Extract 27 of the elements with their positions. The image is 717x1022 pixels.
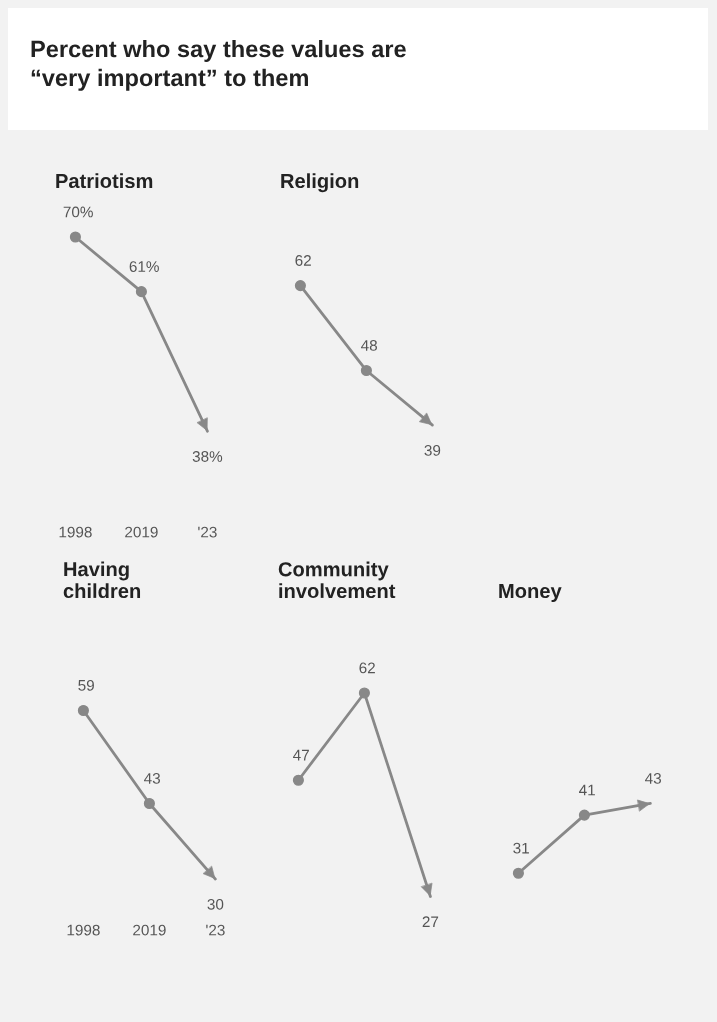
text: Percent who say these values are “very important” to them: [31, 40, 406, 91]
data-label: 38%: [192, 451, 223, 462]
data-label: 48: [361, 340, 378, 351]
chart-title: Having children: [63, 561, 141, 599]
chart-title: Community involvement: [278, 561, 396, 599]
x-tick-label: '23: [206, 924, 225, 936]
data-label: 43: [645, 772, 661, 784]
data-label: 31: [513, 842, 529, 854]
chart-title: Patriotism: [56, 173, 153, 189]
data-label: 70%: [63, 206, 93, 218]
chart-title: Money: [499, 584, 562, 603]
x-tick-label: 1998: [67, 924, 100, 936]
x-tick-label: 1998: [59, 526, 92, 538]
x-tick-label: 2019: [133, 924, 166, 936]
data-label: 30: [207, 898, 224, 910]
data-label: 62: [295, 255, 311, 266]
chart-title: Religion: [281, 173, 359, 193]
x-tick-label: 2019: [125, 526, 158, 538]
data-label: 39: [424, 444, 441, 456]
data-label: 43: [144, 772, 160, 784]
data-label: 59: [78, 679, 94, 691]
data-label: 27: [422, 916, 439, 928]
data-label: 62: [359, 662, 375, 674]
data-label: 61%: [129, 261, 159, 272]
data-label: 41: [579, 784, 595, 796]
data-label: 47: [293, 749, 309, 761]
x-tick-label: '23: [198, 526, 217, 538]
